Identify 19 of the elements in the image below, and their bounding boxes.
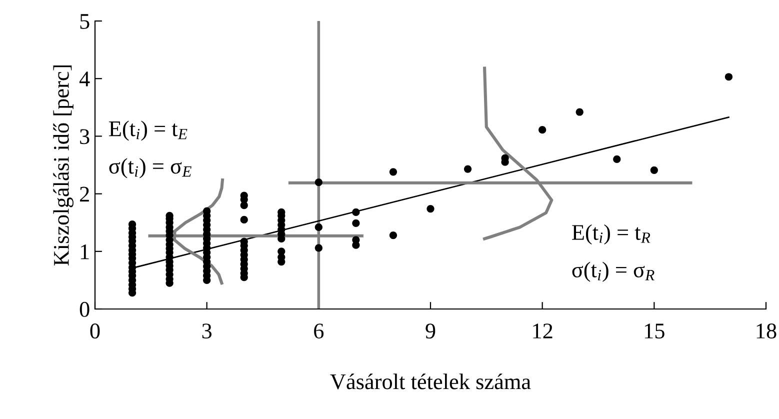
y-tick-label: 5	[80, 14, 90, 29]
y-tick-label: 4	[79, 72, 90, 86]
y-axis-title: Kiszolgálási idő [perc]	[53, 65, 74, 266]
y-tick-label: 2	[80, 186, 89, 202]
x-axis-title: Vásárolt tételek száma	[330, 374, 531, 390]
x-tick-label: 6	[314, 324, 324, 339]
x-tick-label: 12	[533, 324, 552, 338]
annotation: σ(t$_{i}$) = σ$_{R}$	[572, 262, 654, 282]
x-tick-label: 3	[202, 324, 212, 339]
y-tick-label: 1	[80, 244, 89, 260]
annotation: E(t$_{i}$) = t$_{E}$	[109, 120, 188, 141]
x-tick-label: 0	[90, 324, 100, 339]
annotation: σ(t$_{i}$) = σ$_{E}$	[109, 158, 192, 178]
y-tick-label: 3	[80, 129, 90, 144]
x-tick-label: 15	[645, 324, 664, 339]
y-tick-label: 0	[80, 302, 90, 317]
x-tick-label: 18	[756, 324, 776, 339]
annotation: E(t$_{i}$) = t$_{R}$	[572, 224, 650, 244]
x-tick-label: 9	[426, 324, 436, 339]
